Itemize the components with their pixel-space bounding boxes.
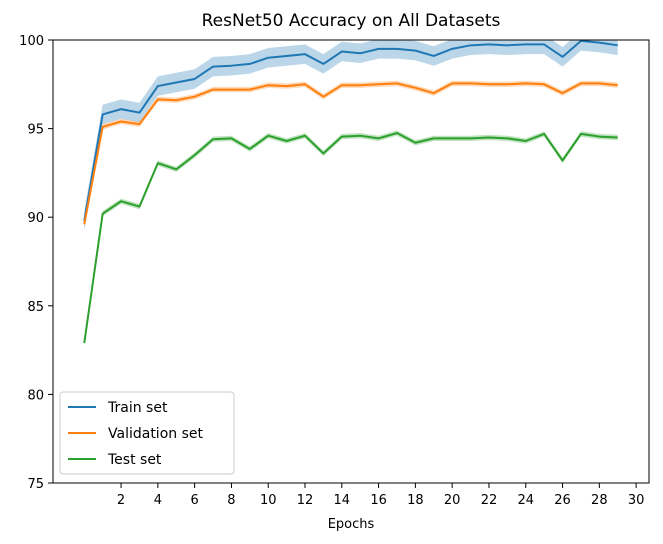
train-set-band <box>84 40 618 231</box>
legend-label-train-set: Train set <box>107 400 168 416</box>
chart-title: ResNet50 Accuracy on All Datasets <box>202 11 501 31</box>
x-tick-label: 30 <box>628 493 645 508</box>
y-axis-ticks: 75 80 85 90 95 100 <box>19 34 53 492</box>
x-axis-ticks: 2 4 6 8 10 12 14 16 18 20 22 24 26 28 30 <box>117 483 644 508</box>
x-tick-label: 18 <box>407 493 424 508</box>
x-tick-label: 28 <box>591 493 608 508</box>
series-lines <box>83 40 618 344</box>
plot-frame <box>52 39 650 484</box>
x-axis-label: Epochs <box>328 517 375 532</box>
x-tick-label: 12 <box>297 493 314 508</box>
y-tick-label: 80 <box>27 388 44 403</box>
legend-label-test-set: Test set <box>107 452 162 468</box>
x-tick-label: 26 <box>554 493 571 508</box>
validation-set-line <box>83 82 618 225</box>
x-tick-label: 2 <box>117 493 125 508</box>
x-tick-label: 6 <box>191 493 199 508</box>
legend: Train set Validation set Test set <box>59 391 235 475</box>
x-tick-label: 14 <box>334 493 351 508</box>
x-tick-label: 8 <box>227 493 235 508</box>
train-set-line <box>83 40 618 221</box>
test-set-band <box>84 130 618 346</box>
x-tick-label: 22 <box>481 493 498 508</box>
x-tick-label: 16 <box>370 493 387 508</box>
x-tick-label: 24 <box>517 493 534 508</box>
y-tick-label: 90 <box>27 211 44 226</box>
x-tick-label: 10 <box>260 493 277 508</box>
confidence-bands <box>84 40 618 346</box>
y-tick-label: 85 <box>27 300 44 315</box>
test-set-line <box>83 132 618 344</box>
x-tick-label: 4 <box>154 493 162 508</box>
y-tick-label: 75 <box>27 477 44 492</box>
x-tick-label: 20 <box>444 493 461 508</box>
legend-label-validation-set: Validation set <box>108 426 203 442</box>
validation-set-band <box>84 80 618 227</box>
y-tick-label: 100 <box>19 34 44 49</box>
y-tick-label: 95 <box>27 123 44 138</box>
legend-box <box>59 391 235 475</box>
